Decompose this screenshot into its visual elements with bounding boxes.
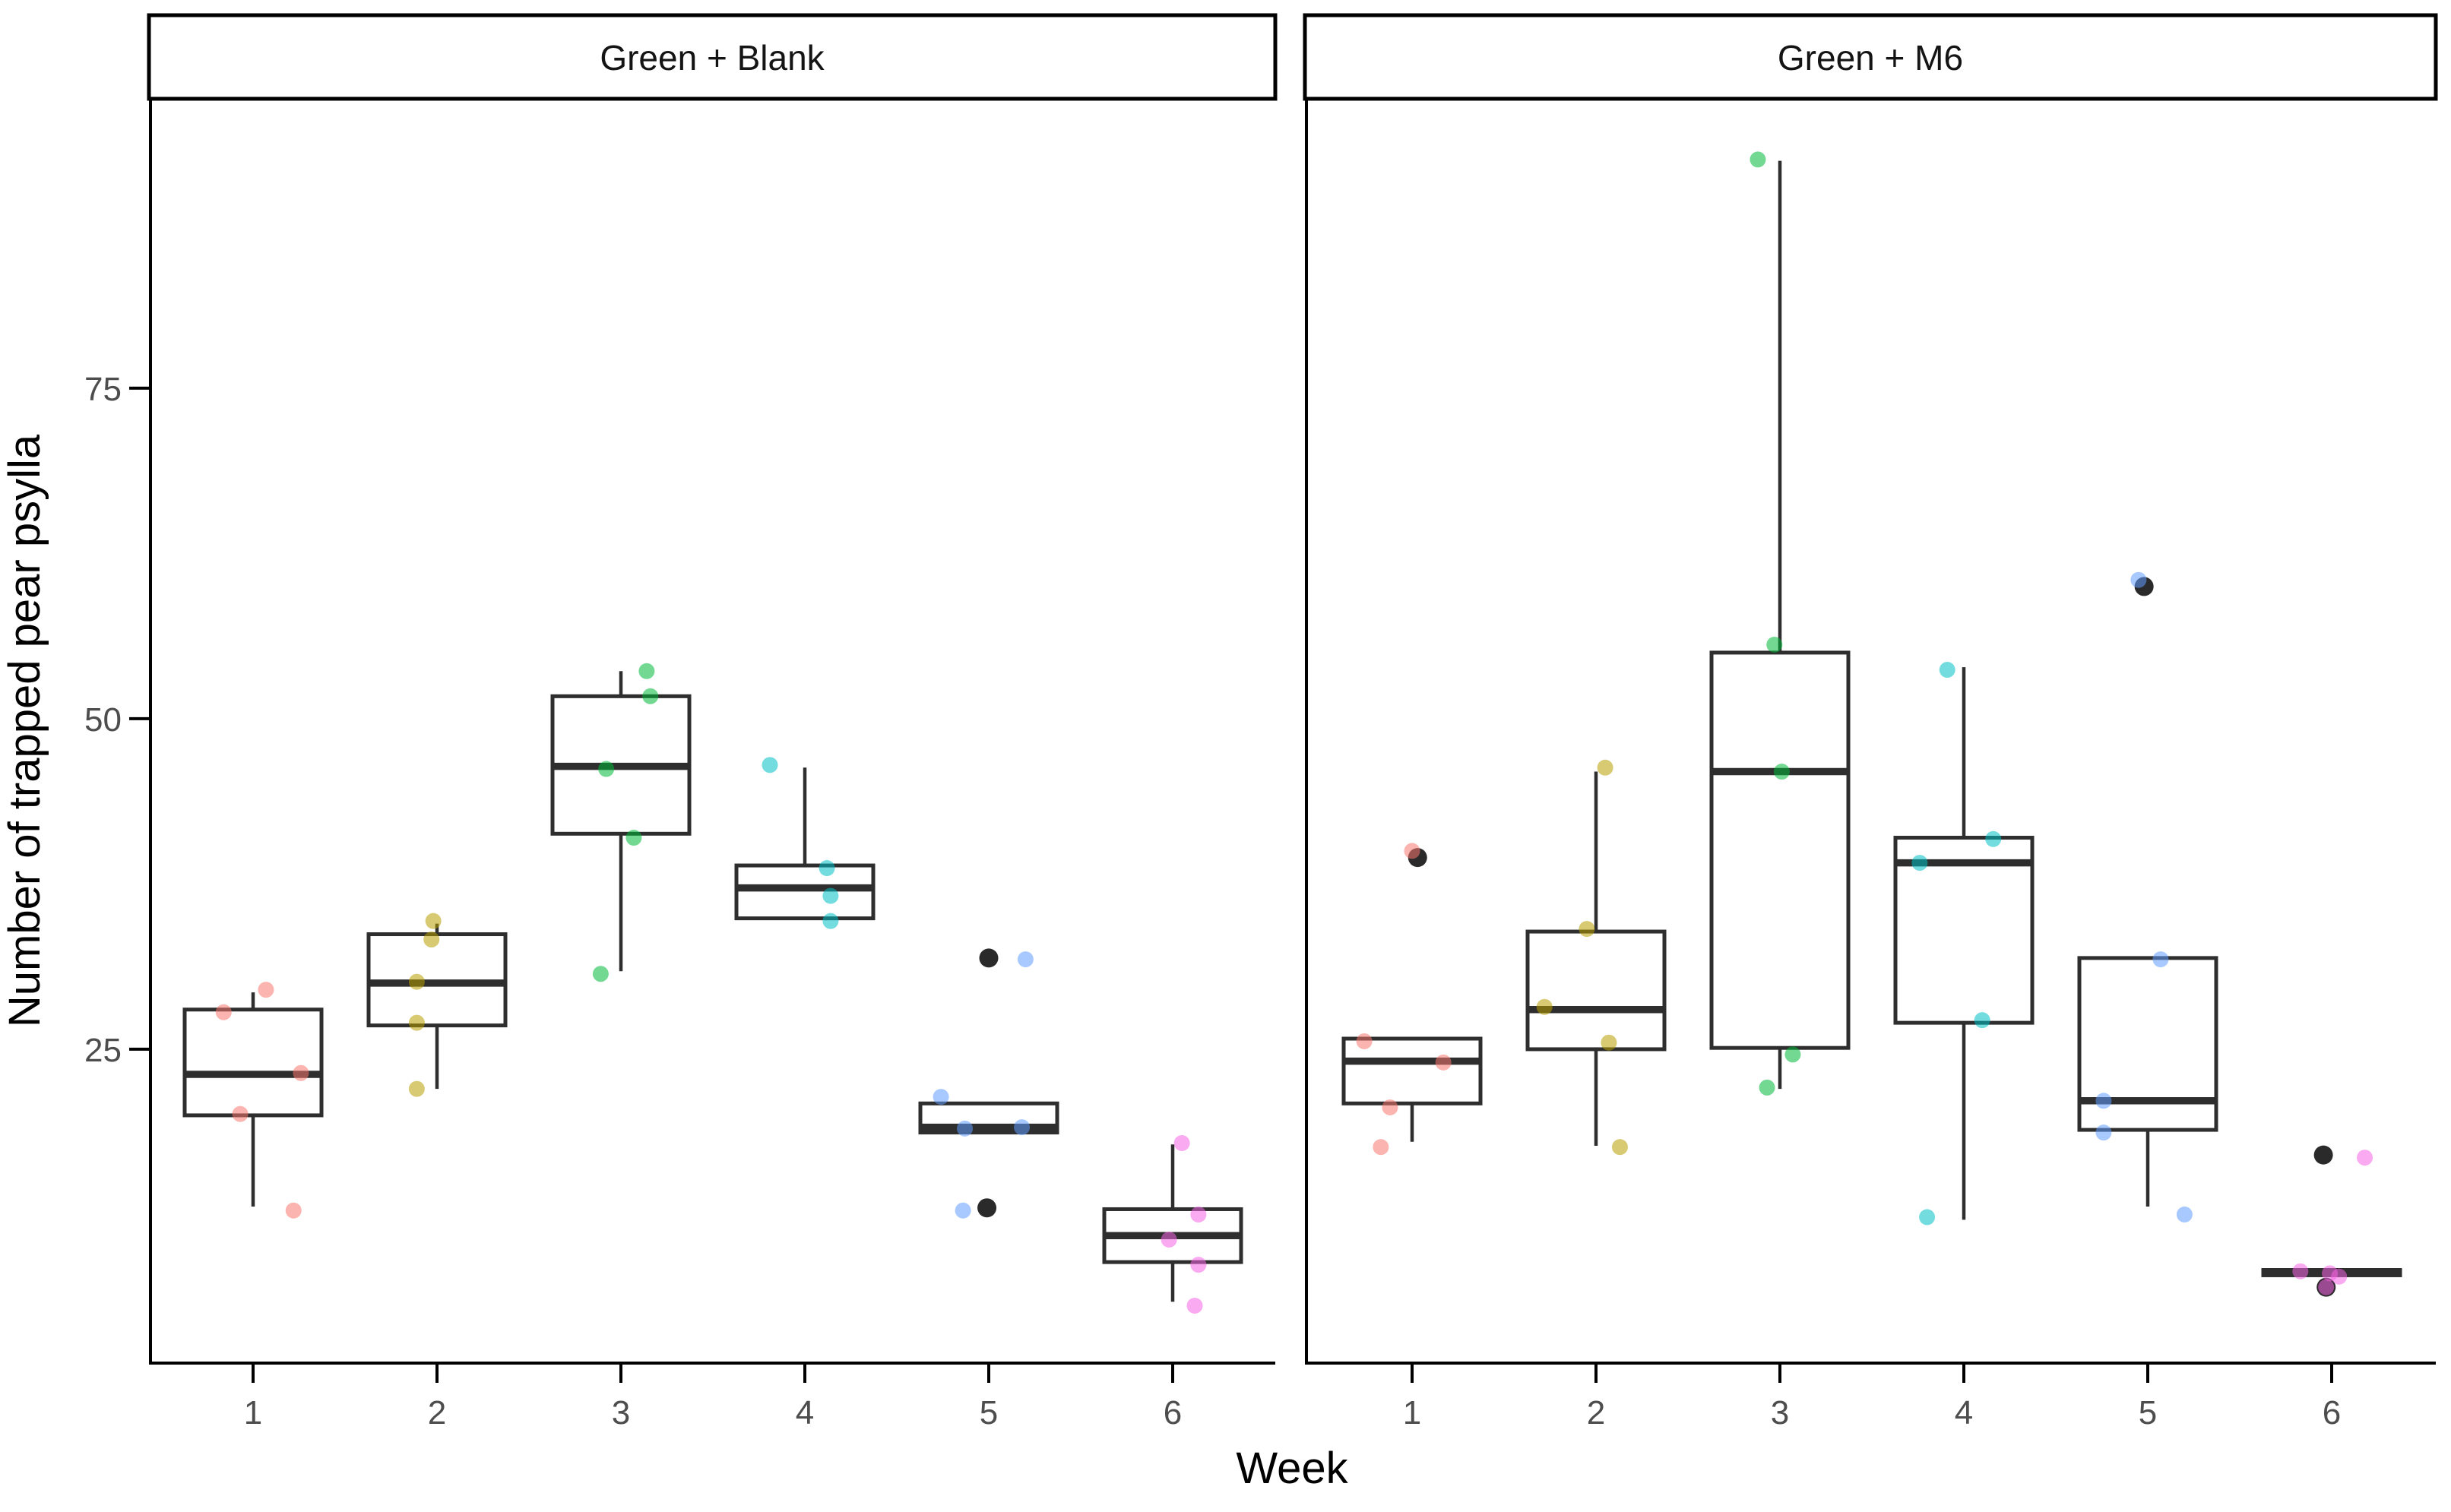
jitter-point xyxy=(2357,1150,2373,1166)
x-tick-label: 2 xyxy=(1587,1394,1605,1431)
x-tick-label: 1 xyxy=(1403,1394,1421,1431)
jitter-point xyxy=(1173,1134,1190,1151)
x-tick-label: 5 xyxy=(980,1394,998,1431)
x-axis-title: Week xyxy=(1236,1444,1348,1493)
jitter-point xyxy=(1773,764,1790,780)
box xyxy=(1709,650,1851,1050)
jitter-point xyxy=(2152,951,2169,968)
x-tick-label: 1 xyxy=(244,1394,262,1431)
jitter-point xyxy=(638,663,655,679)
jitter-point xyxy=(2130,571,2147,588)
jitter-point xyxy=(1382,1099,1398,1115)
jitter-point xyxy=(1750,151,1766,168)
jitter-point xyxy=(408,1014,425,1031)
jitter-point xyxy=(408,1080,425,1097)
jitter-point xyxy=(293,1064,309,1081)
jitter-point xyxy=(955,1202,971,1219)
jitter-point xyxy=(2331,1268,2348,1285)
jitter-point xyxy=(819,860,835,877)
jitter-point xyxy=(1536,998,1553,1015)
box xyxy=(1525,929,1667,1052)
jitter-point xyxy=(1014,1119,1031,1136)
jitter-point xyxy=(1017,951,1034,968)
jitter-point xyxy=(933,1089,949,1106)
jitter-point xyxy=(1373,1139,1389,1156)
jitter-point xyxy=(598,761,615,777)
jitter-point xyxy=(1597,759,1613,776)
jitter-point xyxy=(232,1106,249,1122)
jitter-point xyxy=(1939,662,1955,679)
x-tick-label: 6 xyxy=(1164,1394,1182,1431)
jitter-point xyxy=(423,932,440,948)
jitter-point xyxy=(1974,1012,1990,1029)
jitter-point xyxy=(762,757,778,773)
box xyxy=(734,863,876,921)
jitter-point xyxy=(1190,1257,1207,1273)
jitter-point xyxy=(822,913,839,929)
jitter-point xyxy=(1601,1034,1617,1051)
jitter-point xyxy=(1356,1033,1373,1049)
x-tick-label: 4 xyxy=(796,1394,814,1431)
jitter-point xyxy=(2292,1263,2309,1280)
jitter-point xyxy=(642,688,659,704)
jitter-point xyxy=(215,1004,232,1020)
jitter-point xyxy=(1404,843,1420,859)
jitter-point xyxy=(1161,1231,1177,1248)
outlier-point xyxy=(2313,1145,2333,1165)
outlier-point xyxy=(979,948,999,968)
y-tick-label: 75 xyxy=(84,371,122,408)
jitter-point xyxy=(2176,1206,2193,1223)
jitter-point xyxy=(1766,636,1783,653)
jitter-point xyxy=(425,913,442,929)
jitter-point xyxy=(592,966,609,982)
jitter-point xyxy=(1435,1054,1452,1071)
jitter-point xyxy=(1579,921,1595,938)
jitter-point xyxy=(2318,1279,2335,1295)
facet-strip xyxy=(1303,13,2438,101)
jitter-point xyxy=(285,1202,302,1219)
jitter-point xyxy=(1985,830,2002,847)
y-tick-label: 50 xyxy=(84,701,122,739)
facet-label-green-m6: Green + M6 xyxy=(1778,38,1963,77)
facet-label-green-blank: Green + Blank xyxy=(600,38,825,77)
jitter-point xyxy=(1186,1297,1203,1314)
jitter-point xyxy=(2095,1125,2112,1141)
x-tick-label: 5 xyxy=(2139,1394,2157,1431)
facet-strip xyxy=(147,13,1278,101)
box xyxy=(1341,1036,1483,1106)
jitter-point xyxy=(408,973,425,990)
jitter-point xyxy=(1190,1206,1207,1223)
jitter-point xyxy=(1784,1046,1801,1063)
x-tick-label: 6 xyxy=(2323,1394,2341,1431)
x-tick-label: 3 xyxy=(612,1394,630,1431)
jitter-point xyxy=(2095,1093,2112,1109)
y-tick-label: 25 xyxy=(84,1032,122,1069)
jitter-point xyxy=(1911,855,1928,871)
jitter-point xyxy=(822,887,839,904)
y-axis-title: Number of trapped pear psylla xyxy=(0,434,49,1027)
jitter-point xyxy=(1919,1209,1936,1226)
x-tick-label: 4 xyxy=(1955,1394,1973,1431)
jitter-point xyxy=(1611,1139,1628,1156)
jitter-point xyxy=(957,1120,974,1137)
x-tick-label: 3 xyxy=(1771,1394,1789,1431)
x-tick-label: 2 xyxy=(428,1394,446,1431)
jitter-point xyxy=(1759,1079,1775,1096)
outlier-point xyxy=(977,1198,997,1218)
box xyxy=(182,1007,324,1118)
jitter-point xyxy=(258,982,274,998)
jitter-point xyxy=(625,830,642,846)
